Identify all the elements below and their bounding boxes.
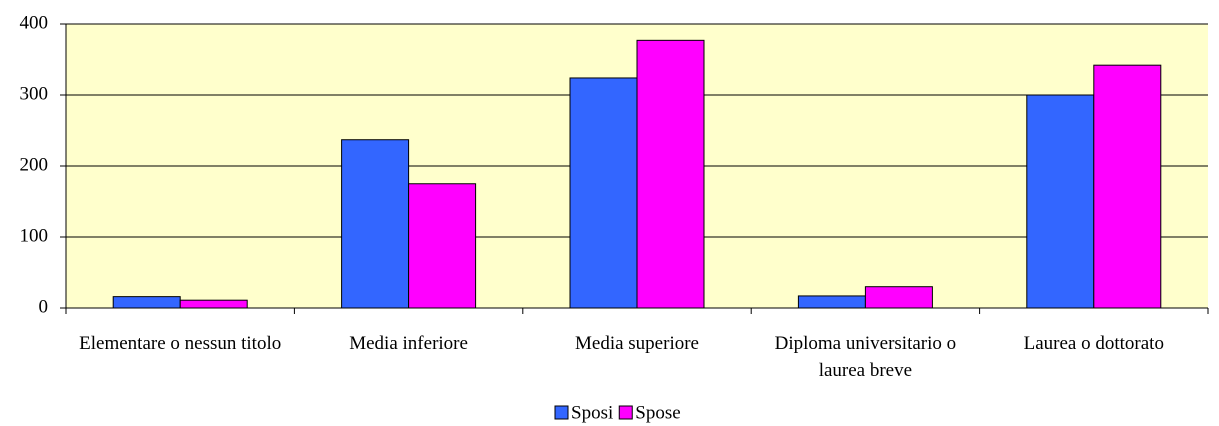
y-tick-label: 200 <box>20 154 49 175</box>
x-tick-label: Media superiore <box>575 333 699 354</box>
x-tick-label: Elementare o nessun titolo <box>79 333 282 354</box>
bar <box>1026 94 1095 309</box>
bar <box>797 295 866 309</box>
bar <box>569 77 638 309</box>
bar <box>408 183 477 309</box>
x-tick-label: Laurea o dottorato <box>1023 333 1164 354</box>
legend-swatch <box>618 405 633 420</box>
x-tick-label: Diploma universitario o laurea breve <box>774 333 957 381</box>
legend-label: Spose <box>635 402 680 423</box>
bar <box>112 296 181 309</box>
legend-label: Sposi <box>571 402 613 423</box>
legend-swatch <box>554 405 569 420</box>
y-tick-label: 300 <box>20 83 49 104</box>
y-tick-label: 0 <box>39 296 49 317</box>
y-tick-label: 100 <box>20 225 49 246</box>
bar <box>1093 64 1162 309</box>
x-tick-label: Media inferiore <box>349 333 468 354</box>
bar <box>636 39 705 309</box>
bar <box>179 299 248 309</box>
y-tick-label: 400 <box>20 12 49 33</box>
bar <box>864 286 933 309</box>
bar <box>341 139 410 309</box>
